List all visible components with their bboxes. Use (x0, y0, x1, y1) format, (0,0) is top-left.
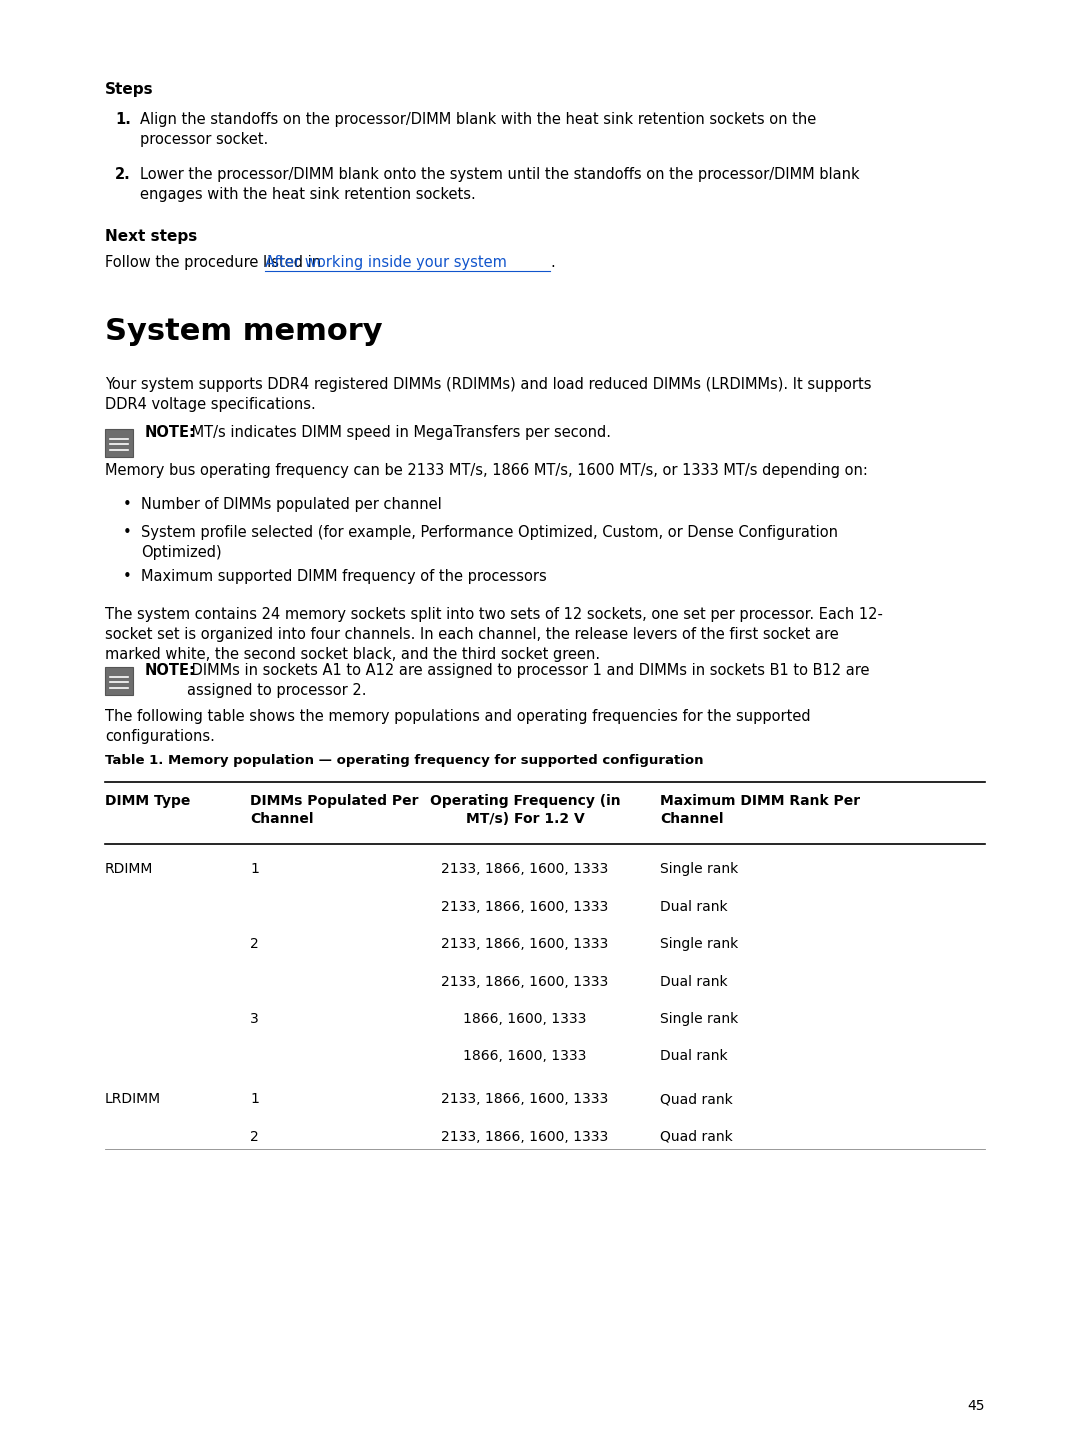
Text: Number of DIMMs populated per channel: Number of DIMMs populated per channel (141, 498, 442, 512)
Text: •: • (123, 569, 132, 584)
Text: Maximum supported DIMM frequency of the processors: Maximum supported DIMM frequency of the … (141, 569, 546, 584)
Text: .: . (550, 255, 555, 270)
Text: MT/s indicates DIMM speed in MegaTransfers per second.: MT/s indicates DIMM speed in MegaTransfe… (187, 424, 611, 440)
Text: Quad rank: Quad rank (660, 1093, 732, 1106)
Text: Single rank: Single rank (660, 936, 739, 951)
Text: Maximum DIMM Rank Per
Channel: Maximum DIMM Rank Per Channel (660, 794, 860, 826)
Text: 2133, 1866, 1600, 1333: 2133, 1866, 1600, 1333 (442, 899, 609, 913)
Text: The system contains 24 memory sockets split into two sets of 12 sockets, one set: The system contains 24 memory sockets sp… (105, 607, 882, 661)
Text: 1.: 1. (114, 112, 131, 128)
Text: After working inside your system: After working inside your system (265, 255, 507, 270)
Text: DIMMs in sockets A1 to A12 are assigned to processor 1 and DIMMs in sockets B1 t: DIMMs in sockets A1 to A12 are assigned … (187, 663, 869, 698)
Text: Your system supports DDR4 registered DIMMs (RDIMMs) and load reduced DIMMs (LRDI: Your system supports DDR4 registered DIM… (105, 377, 872, 412)
Text: 2133, 1866, 1600, 1333: 2133, 1866, 1600, 1333 (442, 862, 609, 876)
Text: •: • (123, 525, 132, 541)
Text: DIMM Type: DIMM Type (105, 794, 190, 807)
Text: Dual rank: Dual rank (660, 975, 728, 988)
Text: 1: 1 (249, 1093, 259, 1106)
Text: NOTE:: NOTE: (145, 663, 195, 678)
Text: Lower the processor/DIMM blank onto the system until the standoffs on the proces: Lower the processor/DIMM blank onto the … (140, 166, 860, 202)
Text: 2133, 1866, 1600, 1333: 2133, 1866, 1600, 1333 (442, 975, 609, 988)
FancyBboxPatch shape (105, 667, 133, 695)
Text: Table 1. Memory population — operating frequency for supported configuration: Table 1. Memory population — operating f… (105, 754, 703, 767)
Text: LRDIMM: LRDIMM (105, 1093, 161, 1106)
Text: System memory: System memory (105, 317, 382, 346)
Text: 45: 45 (968, 1400, 985, 1412)
Text: 2.: 2. (114, 166, 131, 182)
Text: Quad rank: Quad rank (660, 1130, 732, 1143)
Text: System profile selected (for example, Performance Optimized, Custom, or Dense Co: System profile selected (for example, Pe… (141, 525, 838, 559)
Text: Next steps: Next steps (105, 229, 198, 244)
Text: The following table shows the memory populations and operating frequencies for t: The following table shows the memory pop… (105, 708, 811, 744)
Text: Operating Frequency (in
MT/s) For 1.2 V: Operating Frequency (in MT/s) For 1.2 V (430, 794, 620, 826)
Text: Single rank: Single rank (660, 1012, 739, 1025)
Text: 3: 3 (249, 1012, 259, 1025)
Text: 2: 2 (249, 1130, 259, 1143)
Text: RDIMM: RDIMM (105, 862, 153, 876)
Text: 2133, 1866, 1600, 1333: 2133, 1866, 1600, 1333 (442, 1130, 609, 1143)
Text: 2133, 1866, 1600, 1333: 2133, 1866, 1600, 1333 (442, 1093, 609, 1106)
Text: 1866, 1600, 1333: 1866, 1600, 1333 (463, 1012, 586, 1025)
Text: 2133, 1866, 1600, 1333: 2133, 1866, 1600, 1333 (442, 936, 609, 951)
Text: Align the standoffs on the processor/DIMM blank with the heat sink retention soc: Align the standoffs on the processor/DIM… (140, 112, 816, 146)
Text: •: • (123, 498, 132, 512)
Text: Follow the procedure listed in: Follow the procedure listed in (105, 255, 326, 270)
FancyBboxPatch shape (105, 429, 133, 457)
Text: Single rank: Single rank (660, 862, 739, 876)
Text: Steps: Steps (105, 82, 153, 98)
Text: Memory bus operating frequency can be 2133 MT/s, 1866 MT/s, 1600 MT/s, or 1333 M: Memory bus operating frequency can be 21… (105, 463, 868, 478)
Text: 2: 2 (249, 936, 259, 951)
Text: Dual rank: Dual rank (660, 899, 728, 913)
Text: Dual rank: Dual rank (660, 1050, 728, 1064)
Text: DIMMs Populated Per
Channel: DIMMs Populated Per Channel (249, 794, 419, 826)
Text: 1: 1 (249, 862, 259, 876)
Text: 1866, 1600, 1333: 1866, 1600, 1333 (463, 1050, 586, 1064)
Text: NOTE:: NOTE: (145, 424, 195, 440)
